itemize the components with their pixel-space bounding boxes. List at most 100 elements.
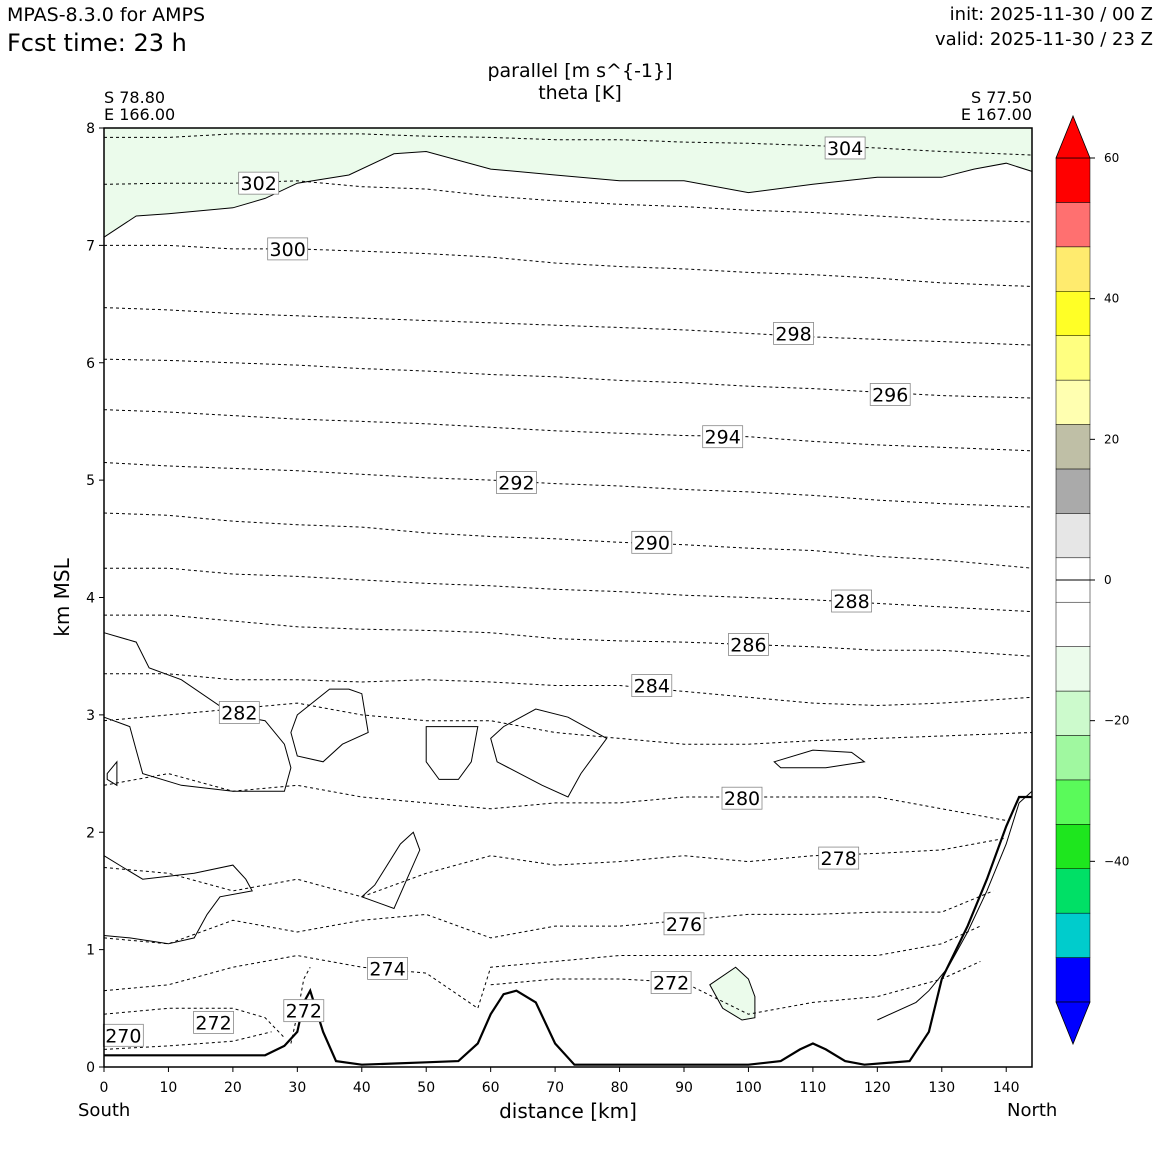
colorbar-segment	[1055, 157, 1091, 203]
theta-label-text: 300	[270, 239, 306, 261]
x-tick-label: 130	[928, 1080, 955, 1096]
x-tick-label: 60	[482, 1080, 500, 1096]
theta-label-box	[367, 957, 408, 980]
theta-label-box	[218, 701, 260, 724]
x-tick-label: 100	[735, 1080, 762, 1096]
theta-label-294: 294	[702, 425, 744, 449]
south-label: South	[78, 1100, 131, 1121]
theta-label-text: 280	[724, 788, 760, 810]
y-axis-label: km MSL	[50, 557, 74, 636]
init-time: init: 2025-11-30 / 00 Z	[949, 4, 1153, 25]
left-endpoint-lat: S 78.80	[104, 88, 166, 107]
colorbar-segment	[1055, 513, 1091, 559]
theta-contour-278	[103, 837, 1007, 898]
right-endpoint: S 77.50 E 167.00	[961, 89, 1032, 123]
theta-label-box	[773, 322, 814, 345]
y-tick-label: 0	[86, 1060, 95, 1076]
colorbar-tick-label: 60	[1104, 151, 1119, 165]
colorbar-segment	[1055, 735, 1091, 781]
colorbar-extend-max	[1055, 114, 1091, 159]
theta-label-288: 288	[831, 589, 872, 613]
theta-contour-280	[103, 773, 1007, 821]
theta-label-text: 274	[369, 958, 405, 980]
theta-label-box	[721, 786, 763, 810]
right-endpoint-lon: E 167.00	[960, 105, 1032, 124]
left-endpoint-lon: E 166.00	[104, 105, 176, 124]
colorbar-segment	[1055, 291, 1091, 336]
theta-label-276: 276	[663, 912, 705, 936]
wind-contour	[773, 749, 866, 769]
theta-label-text: 270	[105, 1025, 141, 1047]
theta-contour-298	[103, 307, 1033, 346]
x-tick-label: 90	[675, 1080, 693, 1096]
y-tick-label: 2	[86, 825, 95, 841]
wind-contour	[877, 790, 1033, 1021]
x-tick-label: 30	[288, 1080, 306, 1096]
theta-contour-274	[103, 925, 981, 1010]
colorbar-segment	[1055, 246, 1091, 292]
colorbar-segment	[1055, 779, 1091, 825]
theta-label-text: 294	[705, 427, 741, 449]
x-tick-label: 120	[864, 1080, 891, 1096]
colorbar-segment	[1055, 868, 1091, 914]
theta-label-text: 290	[634, 532, 670, 554]
y-tick-label: 7	[86, 238, 95, 254]
theta-label-296: 296	[869, 383, 911, 406]
theta-label-text: 292	[498, 472, 534, 494]
y-tick-label: 4	[86, 591, 95, 607]
theta-label-290: 290	[631, 530, 673, 554]
colorbar-segment	[1055, 424, 1091, 470]
theta-contour-284	[104, 673, 1033, 707]
x-tick-label: 70	[546, 1080, 564, 1096]
y-tick-label: 5	[86, 473, 95, 489]
theta-label-278: 278	[818, 846, 860, 870]
axes: 0 10 20 30 40 50 60 70 80 90 100 110 120 130 140 0 1 2 3 4 5…	[50, 121, 1033, 1123]
theta-label-box	[831, 589, 872, 613]
theta-label-284: 284	[631, 674, 673, 698]
wind-fill-region	[709, 966, 756, 1021]
plot-area: 270 272 272 272 274 276 278 280 282 284 286 288 290 2…	[102, 127, 1033, 1066]
theta-label-box	[824, 136, 866, 160]
theta-label-text: 272	[653, 972, 689, 994]
colorbar-segment	[1055, 690, 1091, 736]
theta-label-box	[283, 999, 325, 1023]
colorbar-segment	[1055, 468, 1091, 514]
theta-contour-296	[103, 358, 1033, 399]
theta-contour-288	[104, 567, 1033, 613]
colorbar-tick-label: 0	[1104, 573, 1112, 587]
theta-label-274: 274	[367, 957, 408, 980]
theta-label-text: 284	[634, 676, 670, 698]
x-tick-label: 80	[611, 1080, 629, 1096]
theta-label-box	[238, 171, 280, 195]
y-tick-label: 8	[86, 121, 95, 137]
x-tick-label: 0	[100, 1080, 109, 1096]
theta-label-text: 288	[833, 591, 869, 613]
theta-label-text: 302	[241, 173, 277, 195]
theta-label-box	[267, 237, 309, 261]
x-tick-label: 20	[224, 1080, 242, 1096]
theta-label-box	[869, 383, 911, 406]
theta-label-text: 298	[775, 323, 811, 345]
colorbar-segment	[1055, 379, 1091, 425]
theta-contour-294	[103, 409, 1033, 452]
x-tick-label: 40	[353, 1080, 371, 1096]
theta-contour-272	[290, 966, 311, 1044]
theta-label-302: 302	[238, 171, 280, 195]
colorbar-tick-label: 20	[1104, 432, 1119, 446]
valid-time: valid: 2025-11-30 / 23 Z	[935, 29, 1153, 50]
theta-contour-292	[103, 462, 1033, 508]
theta-label-304: 304	[824, 136, 866, 160]
left-endpoint: S 78.80 E 166.00	[104, 89, 175, 123]
wind-contour	[290, 688, 369, 763]
wind-contour	[490, 708, 608, 798]
y-tick-label: 6	[86, 356, 95, 372]
x-tick-label: 110	[800, 1080, 827, 1096]
north-label: North	[1007, 1100, 1058, 1121]
theta-label-box	[702, 425, 744, 449]
theta-label-text: 278	[821, 848, 857, 870]
theta-label-text: 276	[666, 914, 702, 936]
colorbar-segment	[1055, 202, 1091, 248]
theta-label-300: 300	[267, 237, 309, 261]
theta-label-292: 292	[496, 471, 537, 494]
